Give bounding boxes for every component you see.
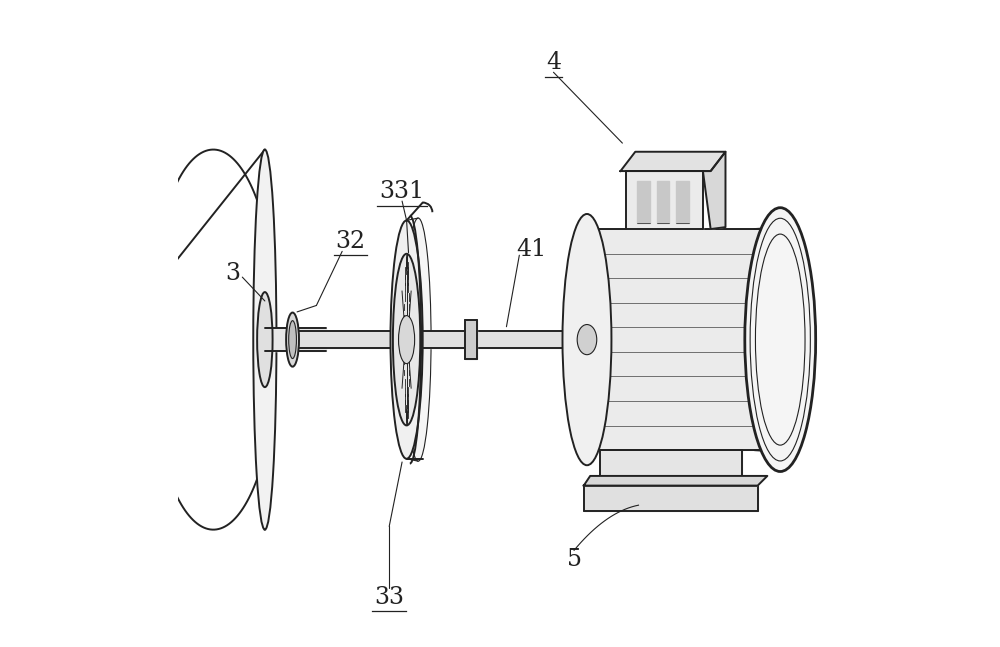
Ellipse shape — [257, 292, 273, 387]
Ellipse shape — [577, 325, 597, 355]
Ellipse shape — [253, 149, 276, 530]
Text: 5: 5 — [567, 549, 582, 571]
Text: 331: 331 — [380, 180, 425, 203]
Polygon shape — [637, 181, 650, 223]
Text: 32: 32 — [335, 230, 366, 252]
Polygon shape — [600, 450, 742, 486]
Ellipse shape — [562, 214, 611, 465]
Text: 3: 3 — [225, 262, 240, 285]
Text: 41: 41 — [516, 238, 546, 261]
Polygon shape — [587, 229, 780, 450]
Polygon shape — [676, 181, 689, 223]
Ellipse shape — [393, 254, 420, 426]
Ellipse shape — [289, 321, 296, 358]
Ellipse shape — [286, 313, 299, 367]
Text: 33: 33 — [374, 586, 404, 609]
Polygon shape — [584, 486, 758, 511]
Text: 4: 4 — [546, 51, 561, 74]
Polygon shape — [293, 331, 587, 348]
Polygon shape — [620, 152, 725, 171]
Ellipse shape — [745, 208, 816, 472]
Polygon shape — [657, 181, 669, 223]
Ellipse shape — [405, 218, 431, 461]
Ellipse shape — [399, 316, 415, 364]
Polygon shape — [584, 476, 767, 486]
Polygon shape — [626, 171, 703, 229]
Polygon shape — [703, 152, 725, 229]
Ellipse shape — [390, 221, 423, 459]
Polygon shape — [265, 328, 326, 351]
Polygon shape — [465, 320, 477, 359]
